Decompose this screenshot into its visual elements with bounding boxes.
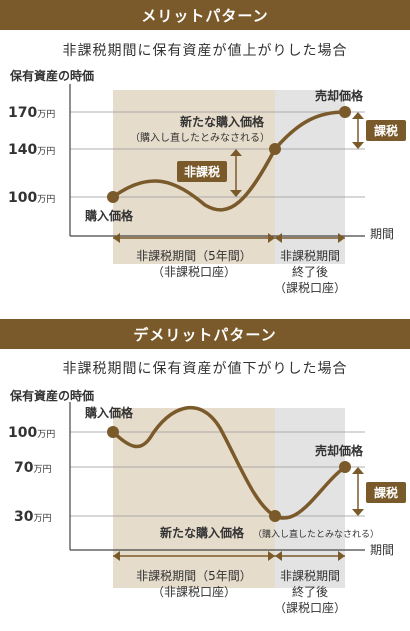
- merit-period1-label-1: 非課税期間（5年間）: [136, 248, 252, 263]
- merit-tick-100: 100万円: [8, 190, 55, 206]
- merit-purchase-point: [107, 191, 119, 203]
- demerit-period2-arrow-right: [338, 551, 345, 561]
- merit-tick-170: 170万円: [8, 105, 55, 121]
- demerit-x-axis-label: 期間: [370, 543, 394, 557]
- merit-tick-140: 140万円: [8, 142, 55, 158]
- merit-period2-arrow-right: [338, 233, 345, 243]
- demerit-purchase-label: 購入価格: [84, 405, 134, 420]
- demerit-period1-arrow-right: [268, 551, 275, 561]
- demerit-period2-label-1: 非課税期間: [280, 568, 340, 583]
- demerit-period2-arrow-left: [275, 551, 282, 561]
- merit-x-axis-label: 期間: [370, 227, 394, 241]
- merit-tax-arrow-bottom: [352, 142, 364, 149]
- demerit-diagram: 保有資産の時価 100万円 70万円 30万円 期間 購入価格 新たな購入価格 …: [8, 388, 406, 615]
- demerit-new-purchase-note: （購入し直したとみなされる）: [253, 528, 379, 540]
- demerit-new-purchase-label: 新たな購入価格: [160, 525, 245, 540]
- demerit-header: デメリットパターン: [0, 319, 410, 349]
- merit-price-curve: [111, 110, 346, 212]
- merit-new-purchase-label: 新たな購入価格: [180, 114, 265, 129]
- demerit-tick-70: 70万円: [14, 460, 52, 476]
- merit-new-purchase-note: （購入し直したとみなされる）: [130, 131, 270, 144]
- merit-tax-free-badge: [177, 161, 227, 182]
- merit-tax-badge: [366, 120, 406, 141]
- demerit-period1-arrow-left: [113, 551, 120, 561]
- merit-period1-arrow-left: [113, 233, 120, 243]
- merit-tax-arrow-top: [352, 112, 364, 119]
- merit-diagram: 保有資産の時価 170万円 140万円 100万円 期間 購入価格 新たな購入価…: [8, 68, 406, 295]
- merit-period2-label-2: 終了後: [292, 264, 328, 279]
- merit-header: メリットパターン: [0, 0, 410, 30]
- merit-period1-arrow-right: [268, 233, 275, 243]
- demerit-tick-100: 100万円: [8, 425, 55, 441]
- merit-period1-label-2: （非課税口座）: [152, 264, 236, 279]
- merit-sale-point: [339, 106, 351, 118]
- merit-y-axis-label: 保有資産の時価: [9, 68, 94, 83]
- demerit-sale-label: 売却価格: [315, 443, 364, 458]
- merit-sale-label: 売却価格: [315, 88, 364, 103]
- merit-purchase-label: 購入価格: [84, 208, 134, 223]
- demerit-period1-label-2: （非課税口座）: [152, 584, 236, 599]
- merit-subtitle: 非課税期間に保有資産が値上がりした場合: [62, 43, 348, 59]
- demerit-taxable-zone: [275, 408, 345, 588]
- merit-period2-label-1: 非課税期間: [280, 248, 340, 263]
- demerit-tax-arrow-top: [352, 467, 364, 474]
- demerit-purchase-point: [107, 426, 119, 438]
- merit-tax-badge-text: 課税: [374, 123, 398, 138]
- demerit-price-curve: [111, 406, 347, 520]
- demerit-tax-arrow-bottom: [352, 509, 364, 516]
- demerit-tick-30: 30万円: [14, 509, 52, 525]
- demerit-new-purchase-point: [269, 510, 281, 522]
- demerit-period2-label-3: （課税口座）: [274, 600, 346, 615]
- merit-new-purchase-point: [269, 143, 281, 155]
- merit-period2-label-3: （課税口座）: [274, 280, 346, 295]
- demerit-period1-label-1: 非課税期間（5年間）: [136, 568, 252, 583]
- merit-tax-free-arrow-bottom: [230, 190, 242, 197]
- demerit-period2-label-2: 終了後: [292, 584, 328, 599]
- merit-tax-free-badge-text: 非課税: [184, 164, 220, 179]
- demerit-tax-badge-text: 課税: [374, 485, 398, 500]
- demerit-subtitle: 非課税期間に保有資産が値下がりした場合: [62, 361, 348, 377]
- demerit-tax-free-zone: [113, 408, 275, 588]
- merit-period2-arrow-left: [275, 233, 282, 243]
- merit-tax-free-arrow-top: [230, 149, 242, 156]
- demerit-tax-badge: [366, 482, 406, 503]
- demerit-y-axis-label: 保有資産の時価: [9, 388, 94, 403]
- demerit-sale-point: [339, 461, 351, 473]
